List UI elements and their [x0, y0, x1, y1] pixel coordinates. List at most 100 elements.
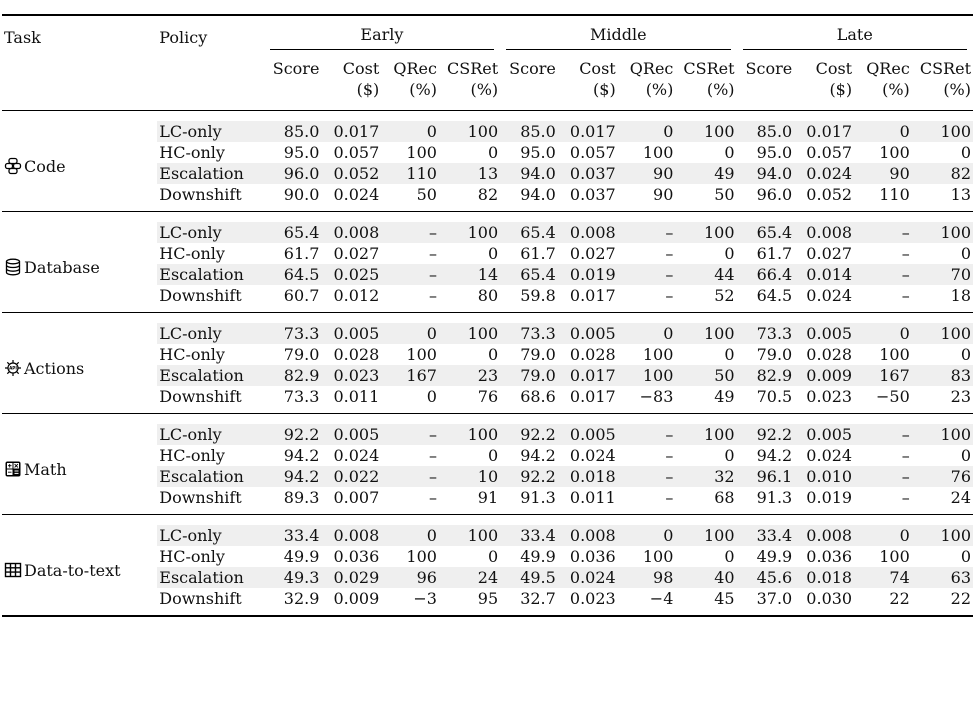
- value-cell: 44: [675, 264, 737, 285]
- value-cell: 0: [487, 143, 499, 162]
- header-row-groups: Task Policy Early Middle Late: [2, 15, 973, 54]
- header-row-metrics: Score Cost ($) QRec (%) CSRet (%) Score Cost ($) Q…: [2, 54, 973, 111]
- svg-text:API: API: [9, 365, 17, 370]
- value-cell: 76: [911, 466, 973, 487]
- value-cell: 0.009: [333, 589, 380, 608]
- value-cell: 94.0: [736, 163, 795, 184]
- value-cell: 0: [487, 244, 499, 263]
- value-cell: 0.005: [321, 323, 382, 344]
- value-cell: 33.4: [263, 525, 322, 546]
- value-cell: 0: [724, 143, 735, 162]
- value-cell: 167: [381, 365, 439, 386]
- value-cell: 100: [617, 365, 676, 386]
- metric-header: QRec (%): [381, 54, 439, 111]
- value-cell: 70.5: [756, 387, 793, 406]
- value-cell: 0: [854, 525, 912, 546]
- value-cell: 91: [477, 488, 499, 507]
- value-cell: 0: [381, 323, 439, 344]
- task-cell: Data-to-text: [2, 525, 158, 617]
- value-cell: 0.027: [806, 244, 853, 263]
- value-cell: 49.9: [756, 547, 793, 566]
- value-cell: 85.0: [500, 121, 558, 142]
- group-header-middle: Middle: [500, 15, 736, 54]
- value-cell: 50: [416, 185, 437, 204]
- value-cell: 68.6: [520, 387, 556, 406]
- value-cell: 65.4: [736, 222, 795, 243]
- value-cell: 100: [675, 525, 737, 546]
- policy-cell: LC-only: [157, 323, 264, 344]
- value-cell: 0.037: [557, 163, 618, 184]
- value-cell: 167: [854, 365, 912, 386]
- value-cell: 0.023: [321, 365, 382, 386]
- policy-cell: Downshift: [159, 185, 242, 204]
- value-cell: 100: [675, 121, 737, 142]
- value-cell: –: [854, 264, 912, 285]
- value-cell: 0.005: [557, 424, 618, 445]
- value-cell: 73.3: [736, 323, 795, 344]
- task-name: Code: [24, 156, 66, 176]
- policy-cell: Downshift: [159, 589, 242, 608]
- value-cell: 49.3: [263, 567, 322, 588]
- value-cell: 0.028: [333, 345, 380, 364]
- value-cell: 0: [854, 323, 912, 344]
- task-name: Data-to-text: [24, 560, 121, 580]
- table-row: API Actions LC-only 73.3 0.005 0 100 73.3 0.005 0…: [2, 323, 973, 414]
- policy-cell: HC-only: [159, 244, 225, 263]
- task-name: Actions: [24, 358, 85, 378]
- calculator-icon: [4, 460, 22, 478]
- value-cell: 45: [714, 589, 735, 608]
- value-cell: 79.0: [520, 345, 556, 364]
- value-cell: 100: [911, 525, 973, 546]
- table-row: Downshift 73.3 0.011 0 76 68.6 0.017 −83 49 70.5 0…: [2, 386, 973, 407]
- value-cell: 0.029: [321, 567, 382, 588]
- value-cell: 90: [854, 163, 912, 184]
- value-cell: 0.008: [557, 525, 618, 546]
- value-cell: 76: [477, 387, 499, 406]
- value-cell: 110: [879, 185, 910, 204]
- value-cell: –: [901, 286, 910, 305]
- section-rule: [2, 508, 973, 515]
- value-cell: –: [901, 488, 910, 507]
- policy-cell: LC-only: [157, 222, 264, 243]
- value-cell: 100: [911, 222, 973, 243]
- value-cell: 0.028: [569, 345, 616, 364]
- task-name: Database: [24, 257, 100, 277]
- task-header: Task: [4, 27, 41, 47]
- value-cell: 74: [854, 567, 912, 588]
- value-cell: 73.3: [283, 387, 320, 406]
- value-cell: 49.9: [283, 547, 320, 566]
- code-icon: [4, 157, 22, 175]
- metric-header: CSRet (%): [675, 54, 737, 111]
- value-cell: 0.024: [333, 446, 380, 465]
- table-row: Escalation 49.3 0.029 96 24 49.5 0.024 98 40 45.6…: [2, 567, 973, 588]
- value-cell: 0.057: [569, 143, 616, 162]
- table-row: HC-only 49.9 0.036 100 0 49.9 0.036 100 0 49.9 0.0…: [2, 546, 973, 567]
- value-cell: 22: [950, 589, 971, 608]
- value-cell: 0.017: [557, 365, 618, 386]
- table-row: Escalation 96.0 0.052 110 13 94.0 0.037 90 49 94.…: [2, 163, 973, 184]
- value-cell: 65.4: [263, 222, 322, 243]
- value-cell: 95: [477, 589, 499, 608]
- value-cell: 89.3: [283, 488, 320, 507]
- value-cell: 61.7: [283, 244, 320, 263]
- value-cell: 82.9: [736, 365, 795, 386]
- value-cell: 0.022: [321, 466, 382, 487]
- spacer-row: [2, 414, 973, 425]
- value-cell: 92.2: [500, 466, 558, 487]
- value-cell: 100: [911, 121, 973, 142]
- table-row: Downshift 90.0 0.024 50 82 94.0 0.037 90 50 96.0 0…: [2, 184, 973, 205]
- task-cell: Code: [2, 121, 158, 212]
- database-icon: [4, 258, 22, 276]
- value-cell: 0.017: [569, 387, 616, 406]
- value-cell: −83: [639, 387, 674, 406]
- value-cell: 0.017: [569, 286, 616, 305]
- value-cell: 92.2: [500, 424, 558, 445]
- value-cell: –: [381, 466, 439, 487]
- value-cell: 23: [438, 365, 501, 386]
- value-cell: 0.005: [557, 323, 618, 344]
- value-cell: 23: [950, 387, 971, 406]
- value-cell: 0: [487, 345, 499, 364]
- value-cell: 65.4: [500, 222, 558, 243]
- value-cell: 49.5: [500, 567, 558, 588]
- task-cell: Math: [2, 424, 158, 515]
